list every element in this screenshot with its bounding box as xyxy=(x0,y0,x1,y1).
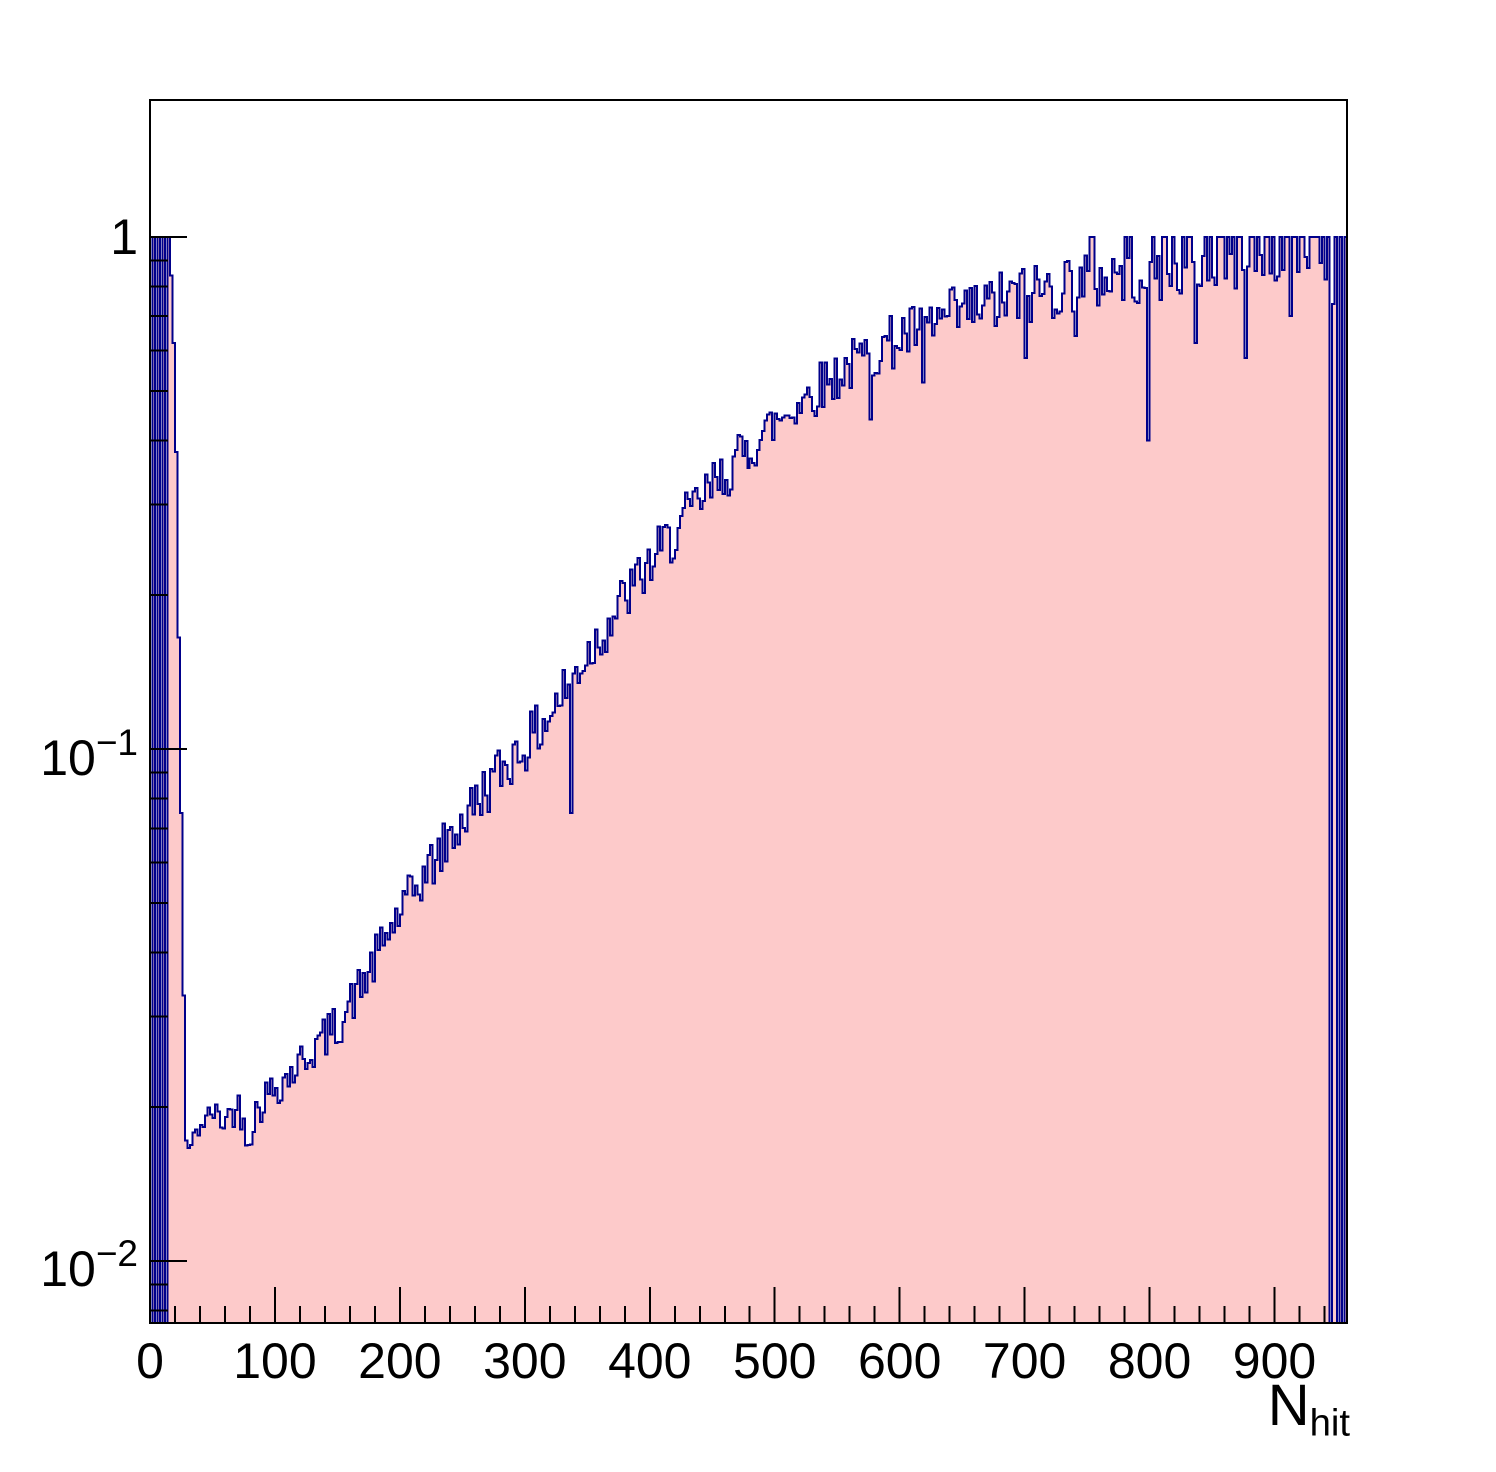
x-tick-label: 200 xyxy=(358,1333,442,1389)
y-tick-exponent: −2 xyxy=(95,1233,138,1274)
y-tick-exponent: −1 xyxy=(95,722,138,763)
y-tick-label-1e-1: 10−1 xyxy=(40,722,138,786)
y-tick-label-1: 1 xyxy=(110,209,138,265)
x-tick-label: 500 xyxy=(733,1333,817,1389)
x-tick-label: 300 xyxy=(483,1333,567,1389)
x-tick-label: 100 xyxy=(233,1333,317,1389)
x-axis-title-subscript: hit xyxy=(1309,1401,1350,1445)
x-tick-label: 800 xyxy=(1107,1333,1192,1389)
x-tick-label: 600 xyxy=(857,1333,942,1389)
y-tick-label-1e-2: 10−2 xyxy=(40,1233,138,1297)
x-tick-label: 0 xyxy=(136,1333,164,1389)
x-tick-label: 400 xyxy=(608,1333,692,1389)
histogram-series xyxy=(150,236,1348,1324)
x-axis-title-main: N xyxy=(1267,1373,1310,1438)
x-axis-title: Nhit xyxy=(1040,1374,1350,1456)
x-tick-label: 700 xyxy=(982,1333,1067,1389)
plot-frame xyxy=(149,99,1348,1324)
x-tick-label: 900 xyxy=(1232,1333,1317,1389)
